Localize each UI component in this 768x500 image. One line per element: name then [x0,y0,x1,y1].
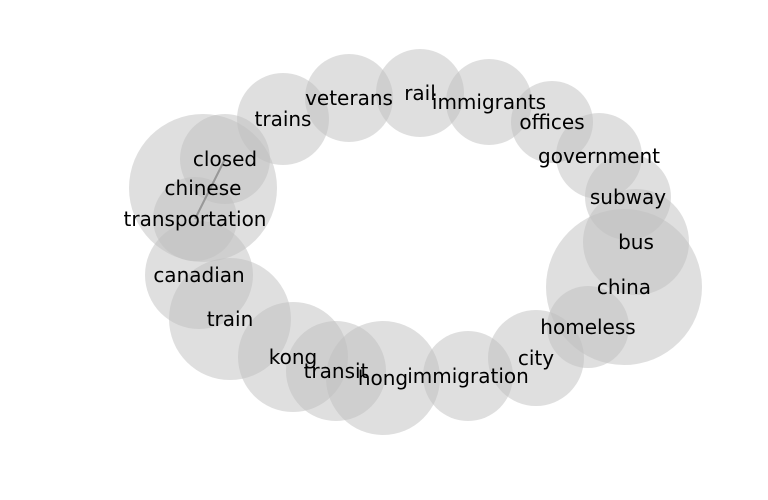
node-circle-immigrants [446,59,532,145]
node-labels: chinese china hong train kong canadian transit… [124,81,667,390]
edge-closed-transportation [194,158,226,220]
node-label-government: government [538,144,660,168]
node-circle-transit [286,321,386,421]
node-circle-immigration [423,331,513,421]
node-label-chinese: chinese [165,176,242,200]
node-label-veterans: veterans [305,86,393,110]
node-label-immigrants: immigrants [432,90,546,114]
node-label-train: train [207,307,254,331]
node-circle-offices [511,81,593,163]
node-label-offices: offices [519,110,584,134]
node-label-homeless: homeless [540,315,635,339]
node-label-subway: subway [590,185,666,209]
node-label-canadian: canadian [153,263,244,287]
edges [194,158,226,220]
node-circle-rail [376,49,464,137]
node-circle-veterans [305,54,393,142]
node-label-kong: kong [269,345,317,369]
node-label-immigration: immigration [407,364,529,388]
node-circle-homeless [547,286,629,368]
node-label-trains: trains [255,107,312,131]
node-label-transit: transit [304,359,369,383]
node-circles [129,49,702,435]
node-label-city: city [518,346,554,370]
node-label-hong: hong [358,366,408,390]
node-circle-subway [585,154,671,240]
node-label-transportation: transportation [124,207,267,231]
node-label-china: china [597,275,651,299]
node-label-closed: closed [193,147,257,171]
node-label-bus: bus [618,230,654,254]
node-label-rail: rail [404,81,436,105]
